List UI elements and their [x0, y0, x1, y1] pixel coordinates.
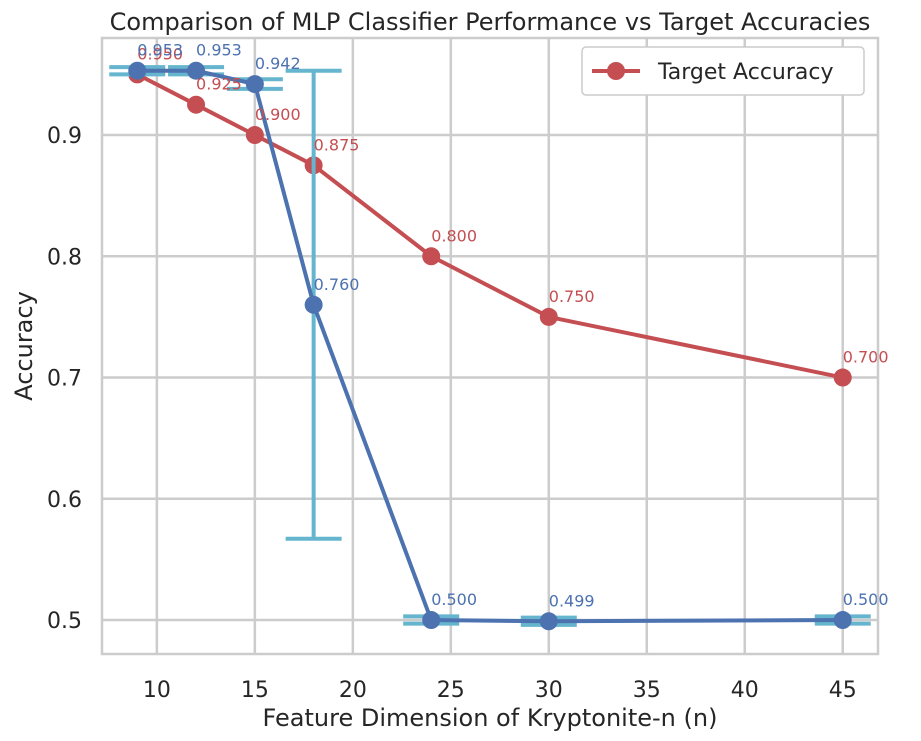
y-tick-label: 0.6 [47, 488, 82, 513]
x-tick-label: 45 [829, 678, 857, 703]
y-tick-label: 0.9 [47, 124, 82, 149]
mlp-accuracy-point [187, 61, 206, 80]
target-data-label: 0.800 [431, 226, 477, 245]
y-tick-label: 0.8 [47, 245, 82, 270]
x-tick-label: 15 [241, 678, 269, 703]
mlp-data-label: 0.499 [549, 591, 595, 610]
mlp-data-label: 0.953 [196, 41, 242, 60]
mlp-accuracy-point [539, 612, 558, 631]
mlp-accuracy-point [304, 295, 323, 314]
mlp-data-label: 0.942 [255, 54, 301, 73]
mlp-data-label: 0.500 [431, 590, 477, 609]
chart-title: Comparison of MLP Classifier Performance… [110, 8, 871, 36]
mlp-data-label: 0.500 [843, 590, 889, 609]
target-data-label: 0.950 [137, 44, 183, 63]
y-tick-label: 0.5 [47, 609, 82, 634]
y-tick-label: 0.7 [47, 367, 82, 392]
legend-label-target: Target Accuracy [657, 60, 834, 85]
target-accuracy-point [187, 95, 206, 114]
x-tick-label: 30 [535, 678, 563, 703]
mlp-accuracy-point [422, 611, 441, 630]
target-data-label: 0.700 [843, 348, 889, 367]
y-axis-label: Accuracy [10, 291, 38, 401]
x-tick-label: 20 [339, 678, 367, 703]
mlp-accuracy-point [245, 75, 264, 94]
mlp-accuracy-point [833, 611, 852, 630]
target-accuracy-point [245, 126, 264, 145]
mlp-accuracy-line [137, 68, 843, 624]
plot-frame [100, 36, 880, 656]
plot-area: 0.950 0.925 0.900 0.875 0.800 0.750 0.700 0.953… [109, 41, 889, 631]
tick-labels: 10 15 20 25 30 35 40 45 0.5 0.6 0.7 0.8 0.9 [47, 124, 857, 703]
target-accuracy-point [539, 307, 558, 326]
mlp-data-label: 0.760 [314, 275, 360, 294]
legend-box [581, 46, 865, 96]
mlp-accuracy-point [128, 61, 147, 80]
x-tick-label: 35 [633, 678, 661, 703]
target-data-label: 0.925 [196, 75, 242, 94]
grid [102, 38, 878, 654]
x-tick-label: 40 [731, 678, 759, 703]
target-accuracy-line [136, 72, 844, 380]
legend-marker-target [607, 62, 625, 80]
target-accuracy-point [422, 247, 441, 266]
legend: Target Accuracy [581, 46, 865, 96]
x-tick-label: 10 [143, 678, 171, 703]
x-axis-label: Feature Dimension of Kryptonite-n (n) [263, 704, 718, 732]
target-data-label: 0.750 [549, 287, 595, 306]
target-accuracy-point [833, 368, 852, 387]
x-tick-label: 25 [437, 678, 465, 703]
mlp-data-label: 0.953 [137, 41, 183, 60]
target-data-label: 0.900 [255, 105, 301, 124]
target-data-label: 0.875 [314, 135, 360, 154]
